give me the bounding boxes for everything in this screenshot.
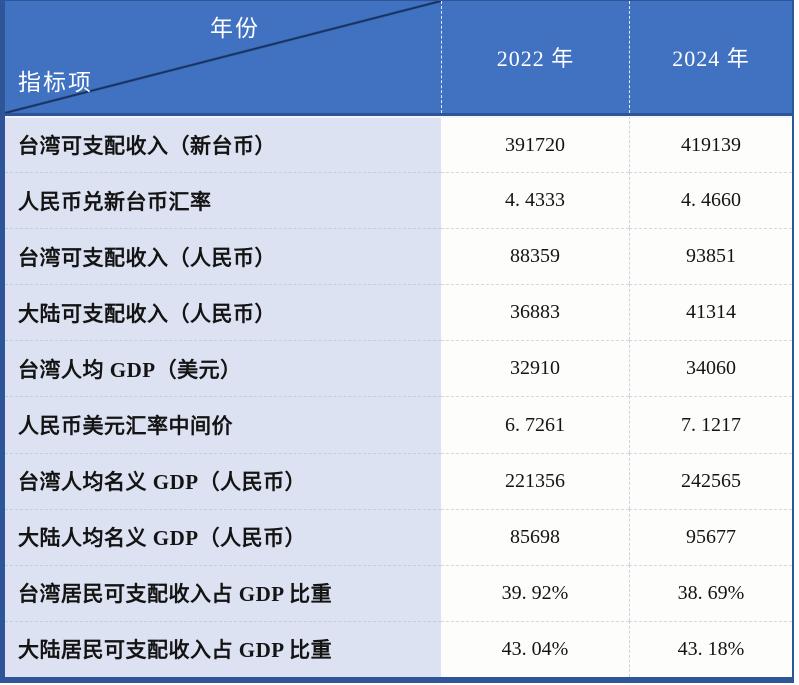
- value-2022: 4. 4333: [441, 172, 629, 229]
- table-row: 人民币兑新台币汇率 4. 4333 4. 4660: [5, 172, 792, 229]
- row-axis-title: 指标项: [18, 70, 93, 95]
- value-2022: 221356: [441, 452, 629, 509]
- row-label: 大陆可支配收入（人民币）: [5, 284, 441, 341]
- table-row: 台湾居民可支配收入占 GDP 比重 39. 92% 38. 69%: [5, 564, 792, 621]
- table-row: 大陆可支配收入（人民币） 36883 41314: [5, 284, 792, 341]
- table-row: 台湾人均名义 GDP（人民币） 221356 242565: [5, 452, 792, 509]
- value-2022: 43. 04%: [441, 620, 629, 677]
- row-label: 台湾人均 GDP（美元）: [5, 340, 441, 397]
- value-2024: 7. 1217: [629, 396, 792, 453]
- value-2022: 391720: [441, 116, 629, 173]
- table-row: 台湾可支配收入（人民币） 88359 93851: [5, 228, 792, 285]
- value-2022: 32910: [441, 340, 629, 397]
- table-row: 人民币美元汇率中间价 6. 7261 7. 1217: [5, 396, 792, 453]
- table-body: 台湾可支配收入（新台币） 391720 419139 人民币兑新台币汇率 4. …: [5, 116, 792, 677]
- row-label: 大陆居民可支配收入占 GDP 比重: [5, 620, 441, 677]
- row-label: 人民币美元汇率中间价: [5, 396, 441, 453]
- value-2024: 95677: [629, 508, 792, 565]
- value-2022: 88359: [441, 228, 629, 285]
- value-2022: 6. 7261: [441, 396, 629, 453]
- row-label: 台湾可支配收入（人民币）: [5, 228, 441, 285]
- table-header-row: 年份 指标项 2022 年 2024 年: [5, 1, 792, 116]
- diagonal-header-cell: 年份 指标项: [5, 1, 441, 113]
- row-label: 台湾人均名义 GDP（人民币）: [5, 452, 441, 509]
- value-2024: 38. 69%: [629, 564, 792, 621]
- value-2024: 41314: [629, 284, 792, 341]
- value-2024: 4. 4660: [629, 172, 792, 229]
- value-2024: 419139: [629, 116, 792, 173]
- row-label: 台湾可支配收入（新台币）: [5, 116, 441, 173]
- column-header-2024: 2024 年: [629, 1, 792, 113]
- column-axis-title: 年份: [210, 16, 260, 41]
- value-2024: 93851: [629, 228, 792, 285]
- column-header-2022: 2022 年: [441, 1, 629, 113]
- value-2022: 85698: [441, 508, 629, 565]
- row-label: 大陆人均名义 GDP（人民币）: [5, 508, 441, 565]
- value-2024: 43. 18%: [629, 620, 792, 677]
- value-2024: 242565: [629, 452, 792, 509]
- table-row: 台湾可支配收入（新台币） 391720 419139: [5, 116, 792, 173]
- table-row: 大陆居民可支配收入占 GDP 比重 43. 04% 43. 18%: [5, 620, 792, 677]
- table-row: 台湾人均 GDP（美元） 32910 34060: [5, 340, 792, 397]
- value-2024: 34060: [629, 340, 792, 397]
- row-label: 人民币兑新台币汇率: [5, 172, 441, 229]
- value-2022: 39. 92%: [441, 564, 629, 621]
- value-2022: 36883: [441, 284, 629, 341]
- table-row: 大陆人均名义 GDP（人民币） 85698 95677: [5, 508, 792, 565]
- row-label: 台湾居民可支配收入占 GDP 比重: [5, 564, 441, 621]
